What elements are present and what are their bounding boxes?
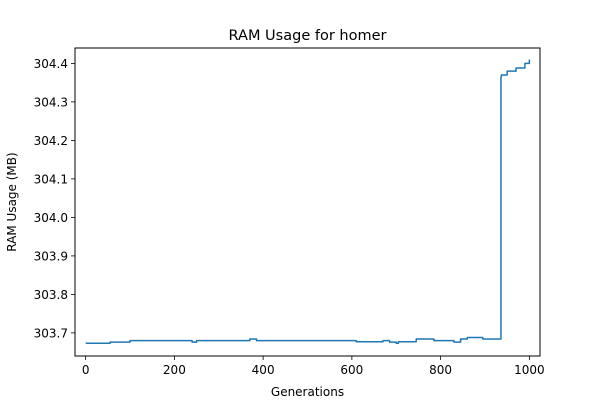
y-tick-label: 303.7	[34, 326, 68, 340]
y-tick-label: 303.8	[34, 288, 68, 302]
y-tick-label: 304.1	[34, 172, 68, 186]
y-tick-label: 304.4	[34, 57, 68, 71]
plot-area	[85, 59, 531, 345]
y-tick-label: 303.9	[34, 249, 68, 263]
y-tick-label: 304.2	[34, 134, 68, 148]
y-tick-label: 304.3	[34, 95, 68, 109]
x-tick-label: 1000	[514, 363, 545, 377]
x-tick-label: 400	[252, 363, 275, 377]
x-tick-label: 600	[340, 363, 363, 377]
series-line-0	[85, 59, 531, 345]
y-axis-ticks: 303.7 303.8 303.9 304.0 304.1 304.2 304.3 304.4	[34, 57, 75, 340]
x-tick-label: 800	[429, 363, 452, 377]
y-axis-label: RAM Usage (MB)	[5, 152, 19, 251]
x-axis-ticks: 0 200 400 600 800 1000	[82, 356, 545, 377]
x-axis-label: Generations	[271, 385, 344, 399]
chart-title: RAM Usage for homer	[229, 28, 387, 44]
x-tick-label: 200	[163, 363, 186, 377]
axes-frame	[74, 47, 541, 357]
y-tick-label: 304.0	[34, 211, 68, 225]
x-tick-label: 0	[82, 363, 90, 377]
